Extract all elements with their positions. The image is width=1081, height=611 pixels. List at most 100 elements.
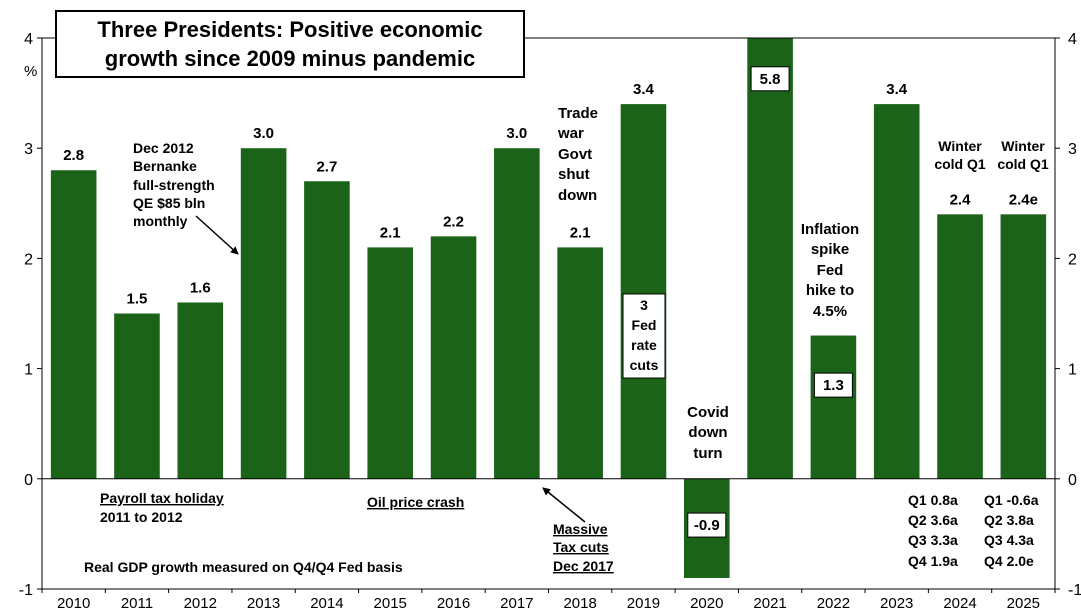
annotation-tax: Massive Tax cuts Dec 2017 xyxy=(553,521,614,574)
annotation-covid-line: down xyxy=(688,424,727,441)
x-tick-label: 2019 xyxy=(627,595,660,611)
fed-cuts-line: 3 xyxy=(640,297,648,313)
annotation-winter-2025-line: cold Q1 xyxy=(997,156,1049,172)
ticks-group: -1 -1 0 0 1 1 2 2 3 3 4 4 xyxy=(19,31,1081,599)
x-tick-label: 2017 xyxy=(500,595,533,611)
annotation-trade-line: Trade xyxy=(558,105,598,122)
quarter-2025-row: Q1 -0.6a xyxy=(984,492,1039,508)
y-tick-label-right: 0 xyxy=(1068,472,1077,489)
x-tick-label: 2014 xyxy=(310,595,343,611)
annotation-winter-2024-line: Winter xyxy=(938,138,982,154)
value-label-box-2021 xyxy=(750,66,790,92)
annotation-qe: Dec 2012 Bernanke full-strength QE $85 b… xyxy=(133,140,215,229)
bar-2019 xyxy=(620,104,667,479)
x-tick-label: 2015 xyxy=(374,595,407,611)
x-tick-label: 2018 xyxy=(563,595,596,611)
bar-2023 xyxy=(873,104,920,479)
bar-2025 xyxy=(1000,214,1047,479)
annotation-covid-line: Covid xyxy=(687,404,729,421)
annotation-payroll: Payroll tax holiday 2011 to 2012 xyxy=(100,490,224,525)
value-labels: 2.8 1.5 1.6 3.0 2.7 2.1 2.2 3.0 2.1 3.4 -0.9 5.8 1.3… xyxy=(63,66,1038,538)
y-tick-label-left: 4 xyxy=(24,31,33,48)
y-tick-label-left: 3 xyxy=(24,141,33,158)
value-label-2013: 3.0 xyxy=(253,125,274,142)
y-tick-label-right: 2 xyxy=(1068,251,1077,268)
quarter-2024-row: Q1 0.8a xyxy=(908,492,958,508)
x-tick-label: 2016 xyxy=(437,595,470,611)
annotation-trade-line: shut xyxy=(558,166,590,183)
annotation-inflation: Inflation spike Fed hike to 4.5% xyxy=(801,221,859,320)
bar-2011 xyxy=(114,313,160,479)
annotation-fed-cuts: 3 Fed rate cuts xyxy=(622,293,666,379)
annotation-trade-line: war xyxy=(557,125,584,142)
bar-2012 xyxy=(177,302,224,479)
x-tick-label: 2020 xyxy=(690,595,723,611)
annotation-payroll-line-2: 2011 to 2012 xyxy=(100,509,183,525)
annotation-winter-2025: Winter cold Q1 xyxy=(997,138,1049,172)
bar-2015 xyxy=(367,247,414,479)
value-label-2024: 2.4 xyxy=(950,191,972,208)
value-label-2017: 3.0 xyxy=(506,125,527,142)
value-label-2011: 1.5 xyxy=(127,291,148,308)
annotation-winter-2024-line: cold Q1 xyxy=(934,156,986,172)
fed-cuts-line: Fed xyxy=(632,317,657,333)
bar-2018 xyxy=(557,247,603,479)
value-label-2021: 5.8 xyxy=(760,71,781,88)
footnote: Real GDP growth measured on Q4/Q4 Fed ba… xyxy=(84,559,403,575)
quarter-2025-row: Q2 3.8a xyxy=(984,512,1034,528)
quarter-2025-row: Q3 4.3a xyxy=(984,532,1034,548)
x-tick-label: 2023 xyxy=(880,595,913,611)
y-tick-label-right: 3 xyxy=(1068,141,1077,158)
annotation-tax-line: Dec 2017 xyxy=(553,558,614,574)
x-tick-label: 2012 xyxy=(184,595,217,611)
chart-title: Three Presidents: Positive economic grow… xyxy=(55,10,525,78)
annotation-tax-line: Tax cuts xyxy=(553,539,609,555)
y-tick-label-right: 1 xyxy=(1068,362,1077,379)
x-tick-labels: 2010 2011 2012 2013 2014 2015 2016 2017 2018 2019… xyxy=(57,595,1040,611)
value-label-box-2020 xyxy=(687,512,727,538)
annotation-oil: Oil price crash xyxy=(367,494,464,510)
annotation-qe-line: QE $85 bln xyxy=(133,195,205,211)
x-tick-label: 2022 xyxy=(817,595,850,611)
value-label-2014: 2.7 xyxy=(316,158,337,175)
annotation-qe-line: Bernanke xyxy=(133,158,197,174)
annotation-tax-arrow xyxy=(542,487,586,523)
quarter-2024-row: Q2 3.6a xyxy=(908,512,958,528)
title-line-2: growth since 2009 minus pandemic xyxy=(105,46,475,71)
annotation-qe-line: monthly xyxy=(133,213,188,229)
y-tick-label-left: -1 xyxy=(19,582,33,599)
bar-2022 xyxy=(810,335,857,479)
title-box xyxy=(55,10,525,78)
annotation-inflation-line: Fed xyxy=(817,262,844,279)
annotation-qe-line: full-strength xyxy=(133,177,215,193)
fed-cuts-box xyxy=(622,293,666,379)
bar-2017 xyxy=(494,148,540,479)
value-label-box-2022 xyxy=(813,372,853,398)
x-tick-label: 2024 xyxy=(943,595,976,611)
value-label-2019: 3.4 xyxy=(633,81,655,98)
bar-2014 xyxy=(304,181,350,479)
value-label-2015: 2.1 xyxy=(380,224,401,241)
x-tick-label: 2021 xyxy=(753,595,786,611)
value-label-2023: 3.4 xyxy=(886,81,908,98)
y-axis-unit: % xyxy=(24,63,37,80)
bar-2021 xyxy=(747,38,793,479)
annotation-qe-arrow xyxy=(195,215,239,255)
y-tick-label-right: 4 xyxy=(1068,31,1077,48)
bar-2024 xyxy=(937,214,983,479)
bar-2016 xyxy=(430,236,477,479)
annotation-tax-line: Massive xyxy=(553,521,608,537)
x-tick-label: 2011 xyxy=(121,595,153,611)
title-line-1: Three Presidents: Positive economic xyxy=(97,17,482,42)
value-label-2018: 2.1 xyxy=(570,224,591,241)
annotation-trade: Trade war Govt shut down xyxy=(557,105,598,204)
annotation-inflation-line: Inflation xyxy=(801,221,859,238)
annotation-winter-2025-line: Winter xyxy=(1001,138,1045,154)
bar-2013 xyxy=(240,148,287,479)
annotation-trade-line: down xyxy=(558,187,597,204)
annotation-trade-line: Govt xyxy=(558,146,592,163)
annotation-covid: Covid down turn xyxy=(687,404,729,462)
quarter-2024-row: Q4 1.9a xyxy=(908,553,958,569)
quarter-2025-row: Q4 2.0e xyxy=(984,553,1034,569)
